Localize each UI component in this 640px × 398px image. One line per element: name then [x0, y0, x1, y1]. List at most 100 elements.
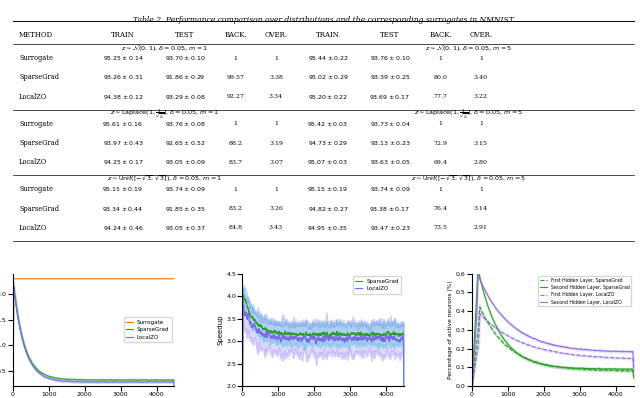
Text: 77.7: 77.7	[433, 94, 447, 99]
Text: 73.5: 73.5	[433, 225, 447, 230]
Text: $95.07 \pm 0.03$: $95.07 \pm 0.03$	[307, 158, 348, 166]
Surrogate	[59, 276, 67, 281]
Text: $95.44 \pm 0.22$: $95.44 \pm 0.22$	[308, 54, 348, 62]
SparseGrad	[239, 292, 247, 297]
Text: Surrogate: Surrogate	[19, 185, 53, 193]
LocalZO	[65, 379, 72, 384]
Text: 1: 1	[438, 121, 442, 126]
Text: $93.70\pm 0.10$: $93.70\pm 0.10$	[165, 54, 205, 62]
Text: 92.27: 92.27	[227, 94, 244, 99]
LocalZO	[280, 336, 288, 341]
Text: Surrogate: Surrogate	[19, 120, 53, 128]
Text: 3.14: 3.14	[474, 206, 488, 211]
LocalZO	[51, 377, 58, 382]
Surrogate	[106, 276, 114, 281]
Text: $93.26 \pm 0.31$: $93.26 \pm 0.31$	[103, 74, 143, 82]
Text: 76.4: 76.4	[433, 206, 447, 211]
Text: SparseGrad: SparseGrad	[19, 205, 59, 213]
Text: $93.76\pm 0.08$: $93.76\pm 0.08$	[165, 120, 205, 128]
Surrogate	[65, 276, 72, 281]
Text: LocalZO: LocalZO	[19, 93, 47, 101]
Text: 1: 1	[274, 187, 278, 192]
SparseGrad	[391, 332, 399, 337]
LocalZO	[171, 386, 179, 391]
Text: $91.85\pm 0.35$: $91.85\pm 0.35$	[164, 205, 205, 213]
Surrogate	[161, 276, 169, 281]
Text: $93.13\pm 0.23$: $93.13\pm 0.23$	[370, 139, 410, 147]
LocalZO	[239, 302, 247, 307]
Text: $93.97 \pm 0.43$: $93.97 \pm 0.43$	[102, 139, 143, 147]
Text: $95.15 \pm 0.19$: $95.15 \pm 0.19$	[307, 185, 348, 193]
Text: $z \sim \mathrm{Unif}([-\sqrt{3}, \sqrt{3}])$, $\delta = 0.05$, $m = 5$: $z \sim \mathrm{Unif}([-\sqrt{3}, \sqrt{…	[412, 174, 527, 184]
LocalZO	[132, 379, 140, 384]
Text: 2.80: 2.80	[474, 160, 488, 165]
Text: $z \sim \mathrm{Unif}([-\sqrt{3}, \sqrt{3}])$, $\delta = 0.05$, $m = 1$: $z \sim \mathrm{Unif}([-\sqrt{3}, \sqrt{…	[107, 174, 223, 184]
Text: $93.74\pm 0.09$: $93.74\pm 0.09$	[370, 185, 410, 193]
Text: $95.15 \pm 0.19$: $95.15 \pm 0.19$	[102, 185, 143, 193]
Text: $93.05\pm 0.09$: $93.05\pm 0.09$	[164, 158, 205, 166]
Text: SparseGrad: SparseGrad	[19, 74, 59, 82]
SparseGrad	[289, 331, 296, 336]
Line: LocalZO: LocalZO	[243, 305, 404, 398]
Surrogate	[171, 276, 179, 281]
Text: $95.20 \pm 0.22$: $95.20 \pm 0.22$	[308, 93, 348, 101]
Text: TRAIN: TRAIN	[316, 31, 340, 39]
Text: $z \sim \mathrm{Laplace}(1, \frac{1}{\sqrt{2}})$, $\delta = 0.05$, $m = 5$: $z \sim \mathrm{Laplace}(1, \frac{1}{\sq…	[415, 107, 524, 120]
Text: $94.24 \pm 0.46$: $94.24 \pm 0.46$	[102, 224, 143, 232]
Text: 1: 1	[234, 187, 237, 192]
Text: 3.19: 3.19	[269, 140, 283, 146]
SparseGrad	[65, 377, 72, 382]
Text: 1: 1	[438, 56, 442, 60]
Text: 3.40: 3.40	[474, 75, 488, 80]
Text: 1: 1	[438, 187, 442, 192]
SparseGrad	[362, 332, 370, 337]
Text: 3.43: 3.43	[269, 225, 283, 230]
Text: 83.7: 83.7	[228, 160, 243, 165]
Text: $93.05\pm 0.37$: $93.05\pm 0.37$	[164, 224, 205, 232]
Text: $93.38\pm 0.17$: $93.38\pm 0.17$	[369, 205, 410, 213]
Text: METHOD: METHOD	[19, 31, 53, 39]
Text: 88.2: 88.2	[228, 140, 243, 146]
Text: OVER.: OVER.	[264, 31, 287, 39]
Text: $91.86\pm 0.29$: $91.86\pm 0.29$	[165, 74, 205, 82]
Text: $92.65\pm 0.52$: $92.65\pm 0.52$	[164, 139, 205, 147]
SparseGrad	[132, 378, 140, 382]
Text: $93.47\pm 0.23$: $93.47\pm 0.23$	[370, 224, 410, 232]
Line: SparseGrad: SparseGrad	[13, 287, 175, 388]
SparseGrad	[10, 284, 17, 289]
Text: $94.82 \pm 0.27$: $94.82 \pm 0.27$	[308, 205, 348, 213]
SparseGrad	[9, 337, 17, 342]
LocalZO	[9, 337, 17, 342]
SparseGrad	[59, 377, 67, 381]
Text: 3.38: 3.38	[269, 75, 283, 80]
Y-axis label: Speedup: Speedup	[218, 314, 223, 345]
Text: 1: 1	[479, 121, 483, 126]
Text: 2.91: 2.91	[474, 225, 488, 230]
Line: SparseGrad: SparseGrad	[243, 295, 404, 398]
Text: 83.2: 83.2	[228, 206, 243, 211]
LocalZO	[106, 380, 114, 384]
Text: $93.69\pm 0.17$: $93.69\pm 0.17$	[369, 93, 410, 101]
LocalZO	[335, 336, 343, 340]
Text: 1: 1	[274, 121, 278, 126]
SparseGrad	[106, 377, 114, 382]
Text: 3.26: 3.26	[269, 206, 283, 211]
Text: BACK.: BACK.	[429, 31, 452, 39]
SparseGrad	[239, 383, 246, 388]
Text: TEST: TEST	[380, 31, 399, 39]
SparseGrad	[294, 332, 302, 337]
Text: 3.22: 3.22	[474, 94, 488, 99]
Surrogate	[51, 276, 58, 281]
Text: 1: 1	[234, 121, 237, 126]
Text: TRAIN: TRAIN	[111, 31, 135, 39]
Text: LocalZO: LocalZO	[19, 158, 47, 166]
Text: 84.8: 84.8	[228, 225, 243, 230]
Text: 1: 1	[234, 56, 237, 60]
Text: 1: 1	[274, 56, 278, 60]
SparseGrad	[335, 331, 343, 336]
LocalZO	[59, 379, 67, 384]
Text: TEST: TEST	[175, 31, 195, 39]
LocalZO	[391, 336, 399, 340]
SparseGrad	[171, 385, 179, 390]
Legend: Surrogate, SparseGrad, LocalZO: Surrogate, SparseGrad, LocalZO	[124, 317, 172, 342]
